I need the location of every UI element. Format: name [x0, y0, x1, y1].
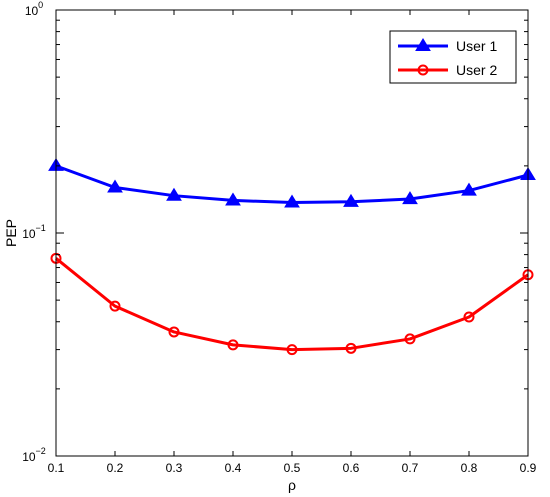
x-tick-label: 0.8	[461, 461, 478, 475]
x-tick-label: 0.6	[343, 461, 360, 475]
x-tick-label: 0.2	[107, 461, 124, 475]
y-tick-exponent: 0	[38, 0, 43, 10]
data-point	[166, 187, 182, 201]
y-axis-label: PEP	[3, 219, 19, 247]
y-tick-label: 10−1	[22, 223, 46, 241]
legend-marker-2	[417, 64, 429, 76]
data-point	[286, 344, 298, 356]
x-tick-label: 0.9	[520, 461, 537, 475]
legend-box	[389, 30, 517, 84]
data-point	[402, 191, 418, 205]
legend-label-1: User 1	[456, 38, 497, 54]
y-tick-label: 100	[25, 0, 43, 18]
y-tick-base: 10	[22, 227, 36, 241]
data-point	[225, 192, 241, 206]
x-tick-label: 0.3	[166, 461, 183, 475]
legend: User 1 User 2	[389, 30, 517, 84]
data-point	[107, 179, 123, 193]
data-point	[461, 182, 477, 196]
series-layer	[48, 157, 536, 356]
x-tick-label: 0.7	[402, 461, 419, 475]
data-point	[168, 326, 180, 338]
y-tick-base: 10	[25, 4, 39, 18]
y-tick-label: 10−2	[22, 446, 46, 464]
series-1	[48, 157, 536, 208]
data-point	[404, 333, 416, 345]
data-point	[284, 194, 300, 208]
legend-marker-1	[415, 38, 431, 52]
axes-frame	[55, 9, 529, 457]
data-point	[343, 193, 359, 207]
data-point	[227, 339, 239, 351]
x-axis-label: ρ	[288, 477, 296, 493]
plot-background	[56, 10, 528, 456]
series-2	[50, 252, 534, 356]
x-tick-label: 0.1	[48, 461, 65, 475]
x-tick-label: 0.4	[225, 461, 242, 475]
legend-label-2: User 2	[456, 62, 497, 78]
y-tick-exponent: −2	[36, 446, 46, 456]
series-line-2	[55, 257, 529, 352]
y-tick-base: 10	[22, 450, 36, 464]
data-point	[109, 300, 121, 312]
data-point	[463, 311, 475, 323]
data-point	[345, 342, 357, 354]
x-tick-label: 0.5	[284, 461, 301, 475]
plot-area	[56, 10, 528, 456]
y-tick-exponent: −1	[36, 223, 46, 233]
